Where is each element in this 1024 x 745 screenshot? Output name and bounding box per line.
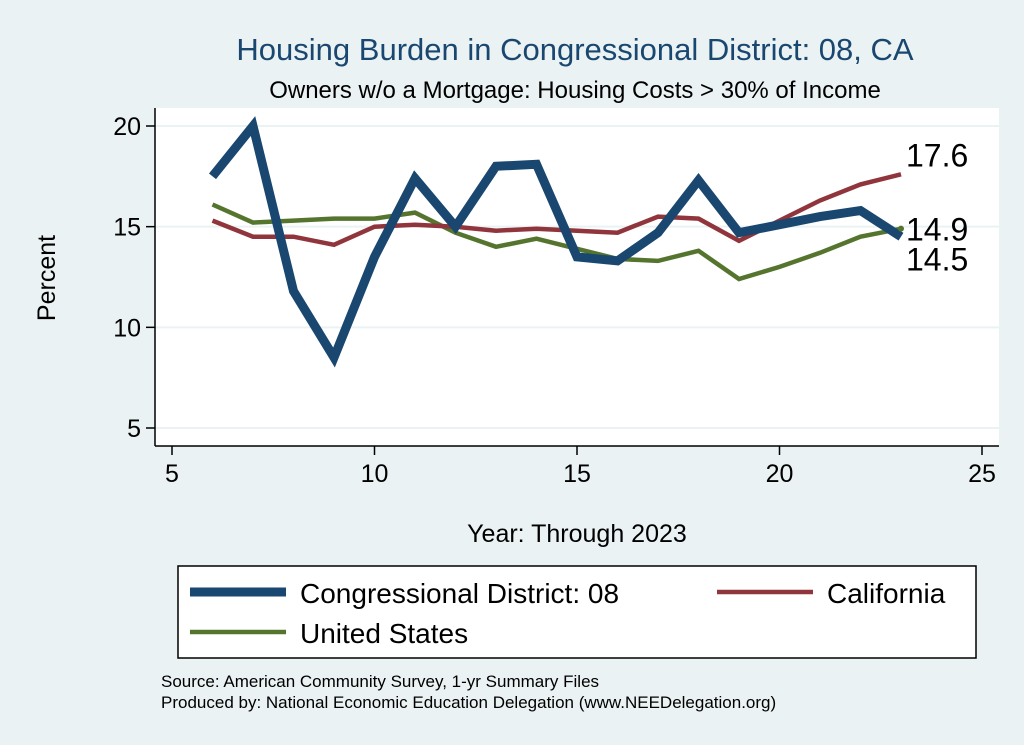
series-line-congressional-district-08 bbox=[208, 116, 904, 368]
end-label: 14.9 bbox=[906, 212, 968, 248]
series-line-united-states bbox=[211, 202, 902, 282]
plot-area bbox=[155, 108, 999, 446]
y-axis-label: Percent bbox=[33, 235, 61, 321]
legend-label: United States bbox=[300, 618, 468, 649]
source-line-1: Source: American Community Survey, 1-yr … bbox=[161, 672, 599, 691]
chart-subtitle: Owners w/o a Mortgage: Housing Costs > 3… bbox=[269, 77, 881, 104]
x-tick-label: 15 bbox=[563, 460, 591, 488]
axes: 5 10 15 20 5 10 15 20 25 bbox=[113, 108, 999, 488]
y-tick-label: 15 bbox=[113, 214, 141, 242]
end-label: 14.5 bbox=[906, 242, 968, 278]
x-tick-label: 5 bbox=[165, 460, 179, 488]
x-tick-label: 10 bbox=[361, 460, 389, 488]
x-tick-label: 25 bbox=[968, 460, 996, 488]
y-tick-label: 20 bbox=[113, 113, 141, 141]
grid-lines bbox=[155, 125, 999, 429]
series-line-california bbox=[211, 172, 902, 248]
source-line-2: Produced by: National Economic Education… bbox=[161, 693, 776, 712]
series-end-point bbox=[898, 225, 904, 232]
x-axis-label: Year: Through 2023 bbox=[467, 520, 687, 548]
end-labels: 14.5 17.6 14.9 bbox=[906, 137, 968, 277]
end-label: 17.6 bbox=[906, 137, 968, 173]
y-tick-label: 5 bbox=[127, 415, 141, 443]
legend: Congressional District: 08 California Unit… bbox=[190, 578, 946, 649]
legend-label: Congressional District: 08 bbox=[300, 578, 619, 609]
x-tick-label: 20 bbox=[766, 460, 794, 488]
series-lines bbox=[208, 116, 904, 368]
y-tick-label: 10 bbox=[113, 314, 141, 342]
legend-box bbox=[177, 565, 977, 659]
chart-title: Housing Burden in Congressional District… bbox=[236, 32, 913, 67]
legend-label: California bbox=[827, 578, 946, 609]
